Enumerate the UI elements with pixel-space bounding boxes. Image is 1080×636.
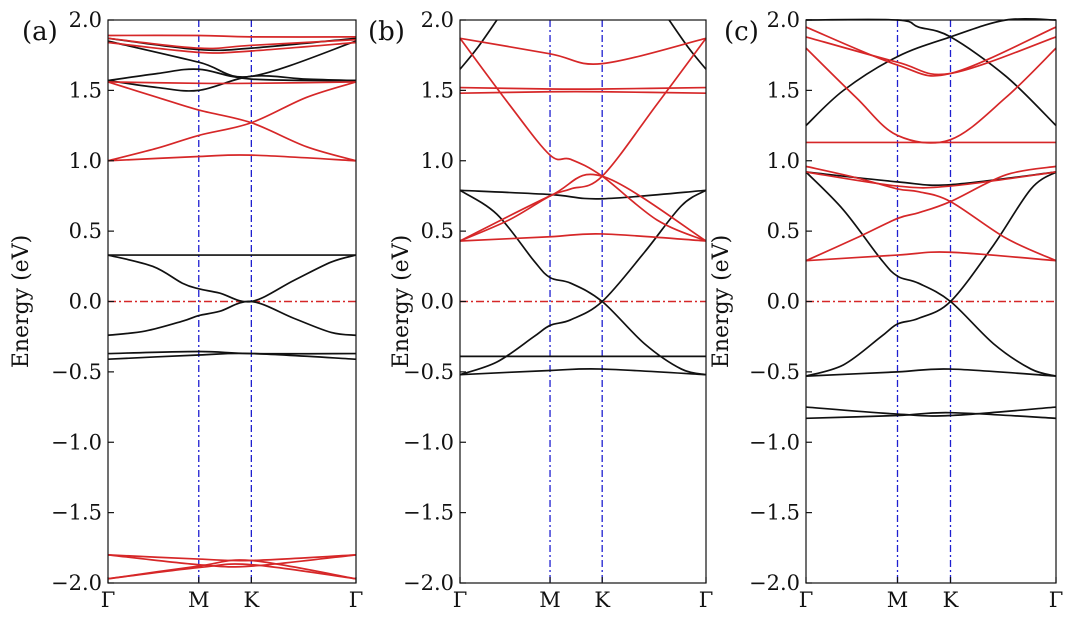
band-line-black (459, 189, 707, 376)
panel-1: 2.01.51.00.50.0−0.5−1.0−1.5−2.0Γ M K ΓEnerg… (9, 8, 363, 612)
x-tick-label: Γ (1049, 588, 1064, 612)
band-line-red (107, 81, 357, 85)
y-tick-label: −1.0 (403, 430, 454, 454)
y-tick-label: 1.5 (421, 78, 454, 102)
y-tick-label: −1.0 (749, 430, 800, 454)
band-line-red (805, 36, 1057, 76)
band-line-black (459, 19, 498, 70)
x-tick-label: K (594, 588, 610, 612)
band-line-black (805, 406, 1057, 417)
y-axis-title: Energy (eV) (389, 235, 414, 368)
band-line-red (805, 251, 1057, 262)
y-tick-label: 0.5 (767, 219, 800, 243)
band-line-black (459, 189, 707, 200)
band-line-red (107, 154, 357, 162)
x-tick-label: Γ (699, 588, 714, 612)
x-tick-label: M (887, 588, 909, 612)
band-line-black (805, 411, 1057, 420)
band-line-black (107, 352, 357, 361)
band-line-black (805, 171, 1057, 377)
y-tick-label: 2.0 (69, 8, 102, 32)
y-tick-label: 2.0 (421, 8, 454, 32)
band-line-black (805, 17, 1057, 127)
band-line-red (459, 37, 707, 242)
band-line-red (107, 41, 357, 54)
y-tick-label: 0.0 (421, 290, 454, 314)
y-tick-label: 1.0 (421, 149, 454, 173)
y-tick-label: 0.5 (421, 219, 454, 243)
panel-label: (c) (724, 17, 759, 47)
band-line-black (668, 19, 707, 70)
y-tick-label: 1.0 (767, 149, 800, 173)
y-tick-label: 1.5 (69, 78, 102, 102)
panel-2: 2.01.51.00.50.0−0.5−1.0−1.5−2.0Γ M K ΓEnerg… (368, 8, 713, 612)
band-line-black (107, 37, 357, 52)
band-line-red (107, 81, 357, 162)
y-tick-label: 2.0 (767, 8, 800, 32)
band-line-red (107, 563, 357, 580)
panel-label: (a) (22, 17, 58, 47)
band-line-black (805, 18, 1057, 127)
band-line-red (107, 554, 357, 568)
band-line-red (459, 37, 707, 242)
band-line-red (107, 559, 357, 580)
x-tick-label: Γ (349, 588, 364, 612)
band-line-red (107, 37, 357, 50)
band-line-red (459, 173, 707, 242)
x-tick-label: Γ (101, 588, 116, 612)
y-tick-label: −2.0 (403, 571, 454, 595)
band-line-red (459, 232, 707, 242)
band-line-black (459, 189, 707, 376)
y-tick-label: −1.5 (51, 501, 102, 525)
band-line-red (805, 26, 1057, 77)
band-line-red (107, 81, 357, 162)
x-tick-label: Γ (799, 588, 814, 612)
band-line-black (107, 40, 357, 78)
y-tick-label: −1.0 (51, 430, 102, 454)
band-line-red (805, 165, 1057, 262)
band-line-red (107, 34, 357, 38)
band-line-red (805, 171, 1057, 189)
y-tick-label: −2.0 (51, 571, 102, 595)
y-tick-label: 1.0 (69, 149, 102, 173)
x-tick-label: M (539, 588, 561, 612)
y-tick-label: 0.0 (69, 290, 102, 314)
panel-3: 2.01.51.00.50.0−0.5−1.0−1.5−2.0Γ M K ΓEnerg… (709, 8, 1063, 612)
y-tick-label: −0.5 (403, 360, 454, 384)
band-line-red (459, 37, 707, 65)
band-line-red (459, 90, 707, 95)
panel-label: (b) (368, 17, 405, 47)
band-line-black (459, 368, 707, 376)
y-tick-label: 0.5 (69, 219, 102, 243)
y-tick-label: 0.0 (767, 290, 800, 314)
y-axis-title: Energy (eV) (709, 235, 734, 368)
band-line-black (107, 254, 357, 303)
band-line-black (805, 171, 1057, 377)
x-tick-label: Γ (453, 588, 468, 612)
band-line-black (107, 68, 357, 82)
band-line-red (805, 47, 1057, 144)
y-tick-label: −0.5 (749, 360, 800, 384)
y-axis-title: Energy (eV) (9, 235, 34, 368)
band-line-red (459, 86, 707, 90)
y-tick-label: −2.0 (749, 571, 800, 595)
x-tick-label: K (943, 588, 959, 612)
band-line-black (107, 300, 357, 337)
y-tick-label: −1.5 (403, 501, 454, 525)
x-tick-label: M (188, 588, 210, 612)
band-line-red (805, 165, 1057, 262)
band-line-black (805, 368, 1057, 377)
y-tick-label: 1.5 (767, 78, 800, 102)
y-tick-label: −1.5 (749, 501, 800, 525)
x-tick-label: K (243, 588, 259, 612)
y-tick-label: −0.5 (51, 360, 102, 384)
band-line-black (107, 350, 357, 355)
